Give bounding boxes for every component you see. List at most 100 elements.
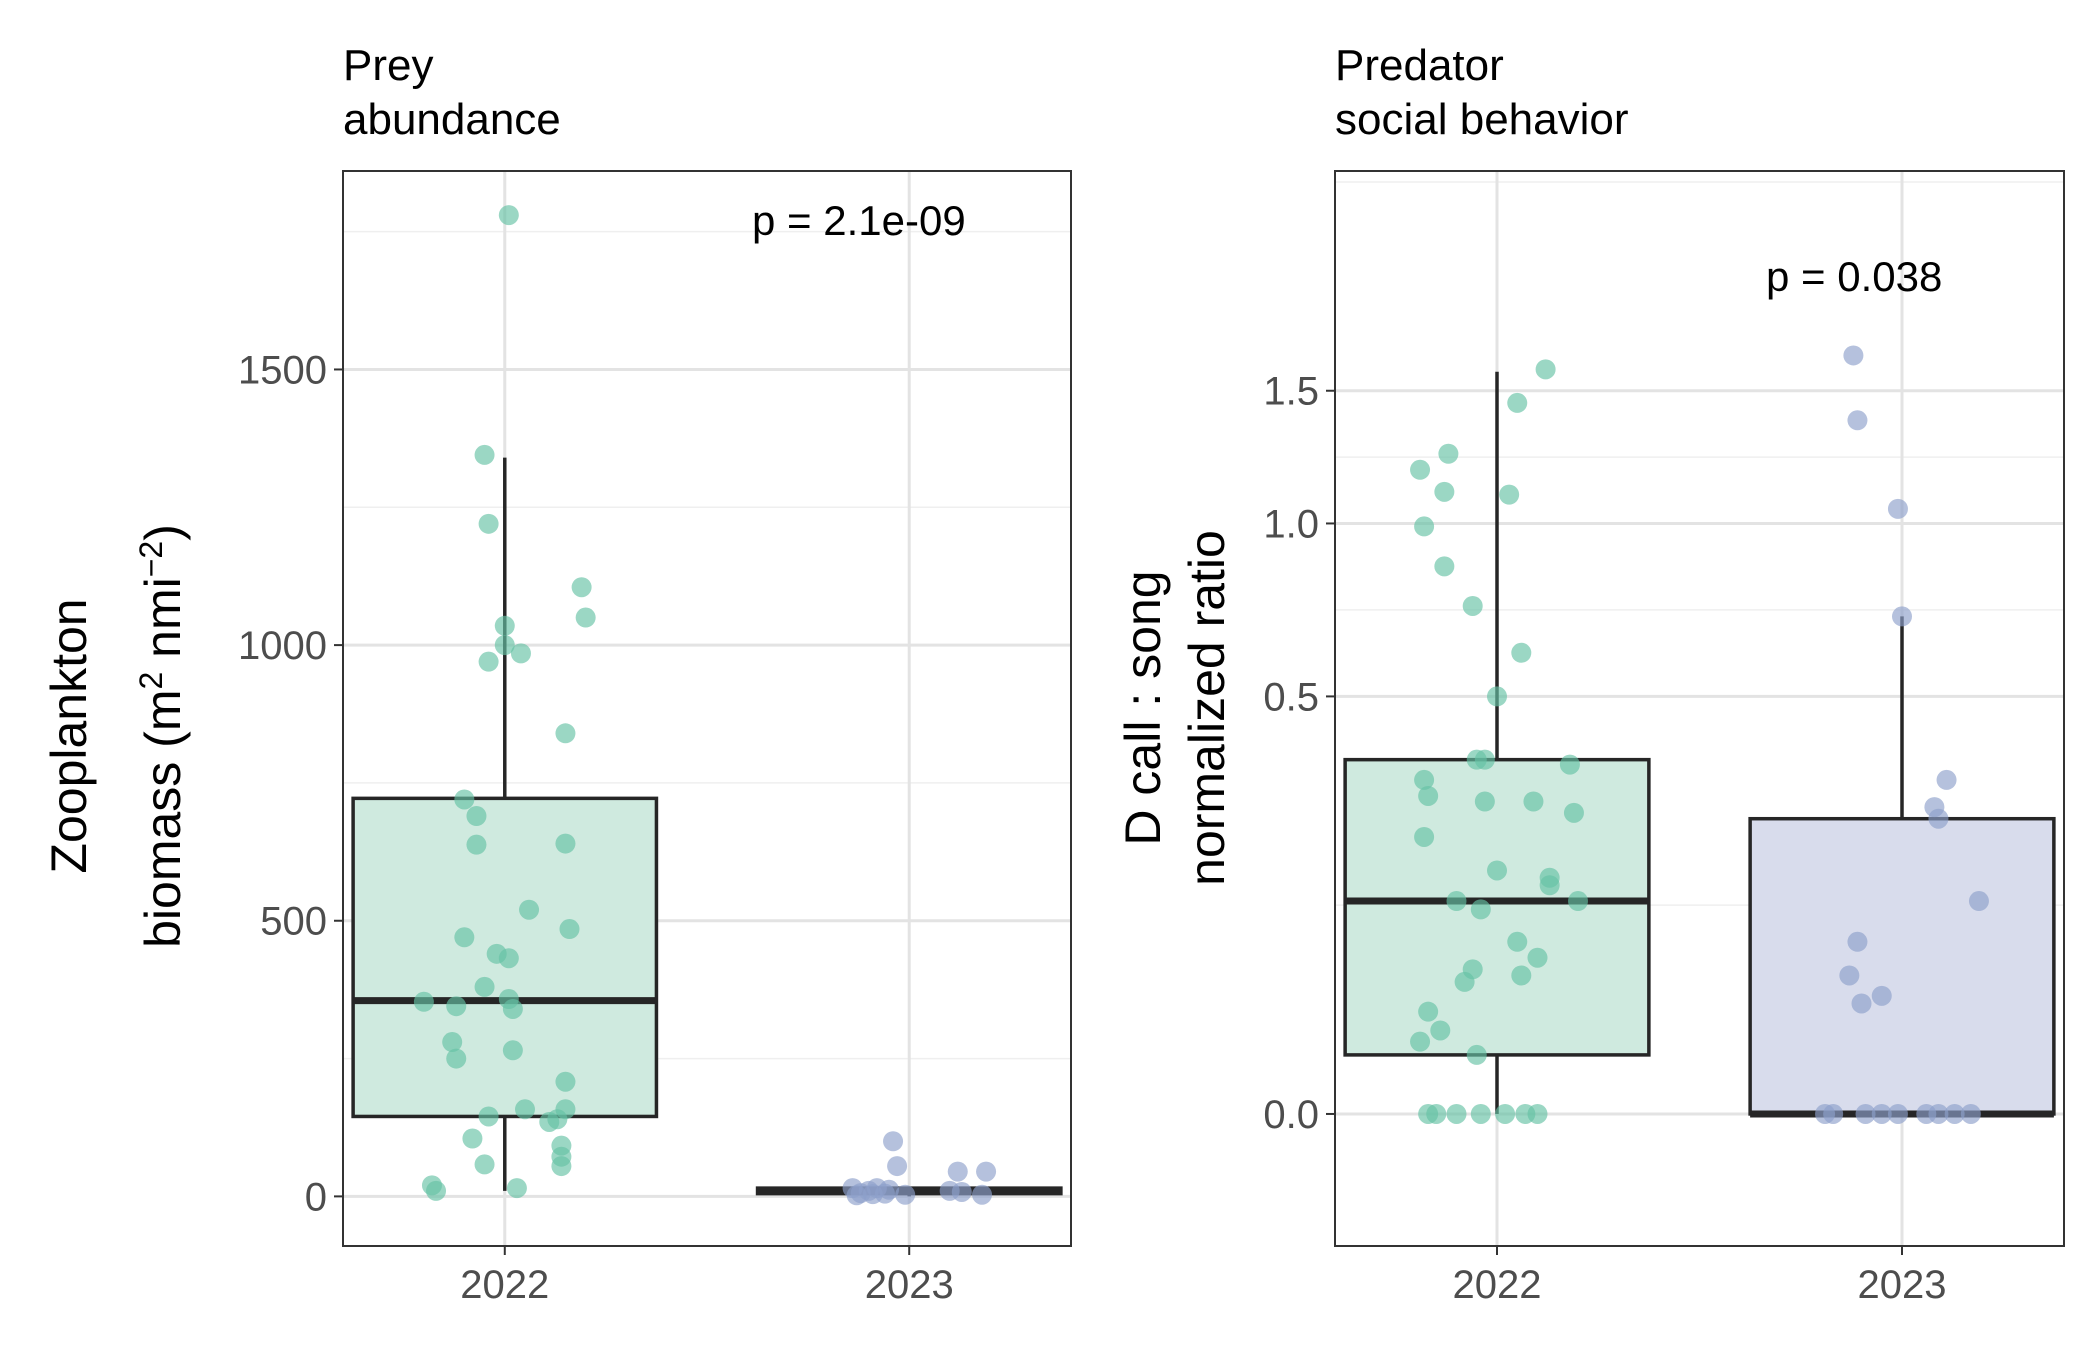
data-point — [454, 789, 475, 810]
data-point — [1968, 891, 1989, 912]
y-tick-label: 1000 — [238, 624, 327, 668]
data-point — [947, 1161, 968, 1182]
data-point — [1887, 1103, 1908, 1124]
data-point — [1892, 606, 1912, 627]
data-point — [506, 1178, 527, 1199]
data-point — [1507, 931, 1528, 952]
data-point — [951, 1181, 972, 1202]
y-tick-label: 1.5 — [1263, 370, 1319, 414]
data-point — [474, 1154, 495, 1175]
data-point — [1847, 410, 1868, 431]
data-point — [1426, 1103, 1447, 1124]
panel-border — [342, 170, 1072, 1247]
data-point — [1960, 1103, 1981, 1124]
data-point — [498, 948, 519, 969]
data-point — [972, 1184, 993, 1205]
x-axis-ticks: 2022 2023 — [1453, 1246, 1947, 1307]
data-point — [1839, 965, 1860, 986]
data-point — [862, 1184, 883, 1205]
data-point — [1414, 516, 1435, 537]
data-point — [519, 899, 540, 920]
data-point — [1523, 791, 1544, 812]
panel-border — [1334, 170, 2065, 1247]
y-axis-title-part: nmi — [135, 577, 191, 671]
data-points — [1410, 345, 1989, 1124]
data-point — [539, 1111, 560, 1132]
y-axis-title-line2: normalized ratio — [1179, 530, 1235, 886]
data-point — [1434, 481, 1455, 502]
data-point — [1535, 359, 1556, 380]
data-point — [1414, 769, 1435, 790]
data-point — [1454, 971, 1475, 992]
data-point — [1414, 826, 1435, 847]
data-point — [1462, 595, 1483, 616]
x-tick-label: 2022 — [1453, 1263, 1542, 1307]
panel-title-line2: abundance — [343, 95, 561, 144]
data-point — [474, 444, 495, 465]
data-point — [1559, 754, 1580, 775]
data-point — [515, 1099, 535, 1120]
data-point — [426, 1180, 447, 1201]
data-point — [1499, 484, 1520, 505]
data-point — [478, 513, 499, 534]
data-point — [1446, 891, 1467, 912]
data-point — [1527, 1103, 1548, 1124]
box-iqr — [1343, 757, 1651, 1057]
data-point — [446, 996, 467, 1017]
panel-title-line2: social behavior — [1335, 95, 1629, 144]
data-point — [571, 577, 592, 598]
panel-prey-abundance: Prey abundance Zooplankton biomass (m2 n… — [41, 41, 1072, 1307]
x-tick-label: 2023 — [1858, 1263, 1947, 1307]
data-point — [1418, 1001, 1439, 1022]
data-point — [413, 991, 434, 1012]
data-point — [1851, 993, 1872, 1014]
data-point — [442, 1032, 463, 1053]
data-point — [466, 834, 487, 855]
y-axis-title-line1: Zooplankton — [41, 598, 97, 873]
data-point — [1823, 1103, 1844, 1124]
y-axis-ticks: 0 500 1000 1500 — [238, 348, 343, 1219]
data-point — [502, 1040, 523, 1061]
data-point — [559, 919, 580, 940]
data-point — [1434, 556, 1455, 577]
data-point — [883, 1131, 904, 1152]
data-point — [1855, 1103, 1876, 1124]
x-tick-label: 2023 — [865, 1263, 954, 1307]
p-value-annotation: p = 2.1e-09 — [752, 197, 966, 244]
y-tick-label: 0.0 — [1263, 1093, 1319, 1137]
x-axis-ticks: 2022 2023 — [460, 1246, 954, 1307]
data-point — [466, 806, 487, 826]
data-point — [494, 635, 515, 656]
data-point — [446, 1048, 467, 1069]
data-point — [976, 1161, 997, 1182]
p-value-annotation: p = 0.038 — [1766, 253, 1942, 300]
data-point — [474, 976, 495, 997]
data-point — [1843, 345, 1864, 366]
data-point — [1430, 1020, 1451, 1041]
data-point — [555, 1071, 576, 1092]
y-axis-title-line1: D call : song — [1115, 570, 1171, 845]
data-point — [1928, 808, 1949, 829]
data-point — [1511, 965, 1532, 986]
data-point — [510, 643, 531, 664]
panel-title-line1: Prey — [343, 41, 433, 90]
panel-predator-social-behavior: Predator social behavior D call : song n… — [1115, 41, 2065, 1307]
data-point — [1847, 931, 1868, 952]
data-point — [555, 833, 576, 854]
y-axis-title-line2: biomass (m2 nmi−2) — [133, 524, 191, 948]
data-point — [1410, 1031, 1431, 1052]
data-point — [1474, 749, 1495, 770]
data-point — [494, 615, 515, 636]
y-axis-ticks: 0.0 0.5 1.0 1.5 — [1263, 370, 1335, 1137]
data-point — [1495, 1103, 1516, 1124]
data-point — [1507, 392, 1528, 413]
data-point — [1418, 785, 1439, 806]
data-point — [502, 998, 523, 1019]
data-point — [462, 1128, 483, 1149]
data-point — [575, 607, 596, 628]
data-point — [478, 1106, 499, 1127]
data-point — [1568, 891, 1588, 912]
data-point — [1563, 802, 1584, 823]
data-point — [1928, 1103, 1949, 1124]
